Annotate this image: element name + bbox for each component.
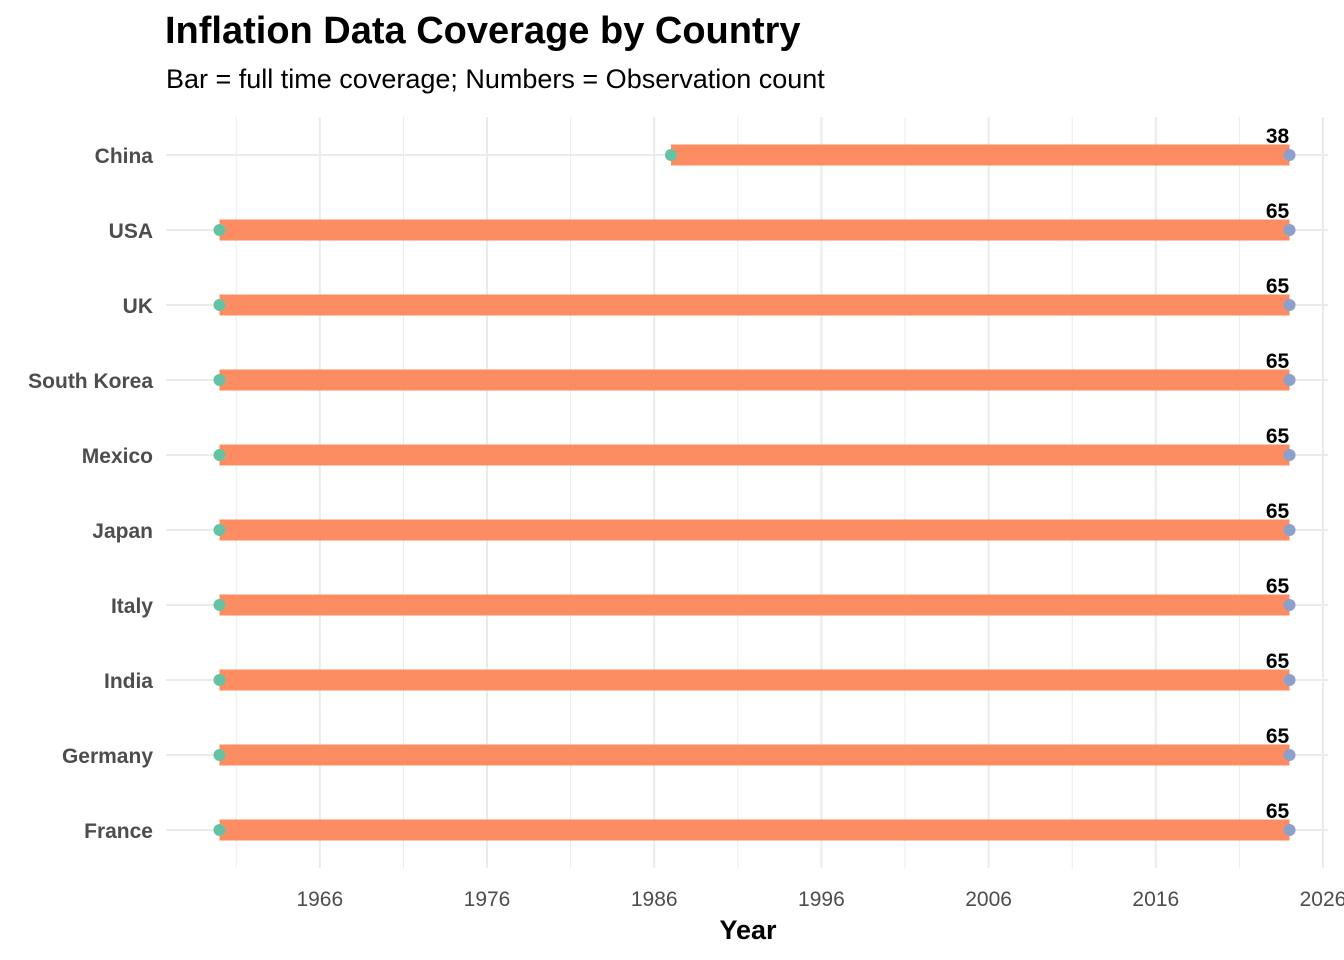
end-year-point: [1283, 149, 1296, 161]
coverage-bar: [670, 144, 1290, 166]
start-year-point: [213, 374, 226, 386]
coverage-bar: [219, 369, 1290, 391]
observation-count-label: 65: [1266, 575, 1290, 598]
start-year-point: [213, 299, 226, 311]
x-tick-label: 1996: [798, 888, 845, 911]
y-tick-label: China: [95, 145, 154, 168]
end-year-point: [1283, 824, 1296, 836]
y-tick-label: France: [84, 820, 153, 843]
start-year-point: [213, 674, 226, 686]
observation-count-label: 65: [1266, 800, 1290, 823]
observation-count-label: 65: [1266, 425, 1290, 448]
chart-title: Inflation Data Coverage by Country: [165, 10, 801, 52]
end-year-point: [1283, 524, 1296, 536]
end-year-point: [1283, 299, 1296, 311]
x-tick-label: 2026: [1300, 888, 1344, 911]
observation-count-label: 65: [1266, 500, 1290, 523]
end-year-point: [1283, 749, 1296, 761]
x-tick-label: 1976: [464, 888, 511, 911]
coverage-bar: [219, 444, 1290, 466]
observation-count-label: 65: [1266, 275, 1290, 298]
end-year-point: [1283, 674, 1296, 686]
y-tick-label: UK: [123, 295, 153, 318]
bar-layer: [213, 144, 1296, 841]
y-tick-label: South Korea: [28, 370, 153, 393]
start-year-point: [213, 749, 226, 761]
observation-count-label: 65: [1266, 350, 1290, 373]
y-tick-label: USA: [109, 220, 153, 243]
chart-subtitle: Bar = full time coverage; Numbers = Obse…: [166, 64, 825, 94]
start-year-point: [213, 224, 226, 236]
coverage-bar: [219, 594, 1290, 616]
coverage-bar: [219, 744, 1290, 766]
x-tick-label: 2016: [1132, 888, 1179, 911]
label-layer: 38 China 65 USA 65 UK 65 South Korea 65 Mexico 65 J…: [28, 125, 1344, 911]
end-year-point: [1283, 599, 1296, 611]
coverage-bar: [219, 669, 1290, 691]
coverage-bar: [219, 294, 1290, 316]
start-year-point: [213, 449, 226, 461]
observation-count-label: 65: [1266, 200, 1290, 223]
observation-count-label: 38: [1266, 125, 1290, 148]
y-tick-label: Mexico: [82, 445, 153, 468]
observation-count-label: 65: [1266, 725, 1290, 748]
coverage-bar: [219, 819, 1290, 841]
x-tick-label: 2006: [965, 888, 1012, 911]
y-tick-label: Japan: [92, 520, 153, 543]
start-year-point: [213, 524, 226, 536]
coverage-bar: [219, 519, 1290, 541]
end-year-point: [1283, 374, 1296, 386]
end-year-point: [1283, 449, 1296, 461]
coverage-bar: [219, 219, 1290, 241]
y-tick-label: India: [104, 670, 153, 693]
x-tick-label: 1966: [296, 888, 343, 911]
y-tick-label: Italy: [111, 595, 153, 618]
start-year-point: [213, 599, 226, 611]
x-tick-label: 1986: [631, 888, 678, 911]
y-tick-label: Germany: [62, 745, 153, 768]
end-year-point: [1283, 224, 1296, 236]
start-year-point: [213, 824, 226, 836]
start-year-point: [664, 149, 677, 161]
x-axis-label: Year: [719, 915, 777, 945]
observation-count-label: 65: [1266, 650, 1290, 673]
